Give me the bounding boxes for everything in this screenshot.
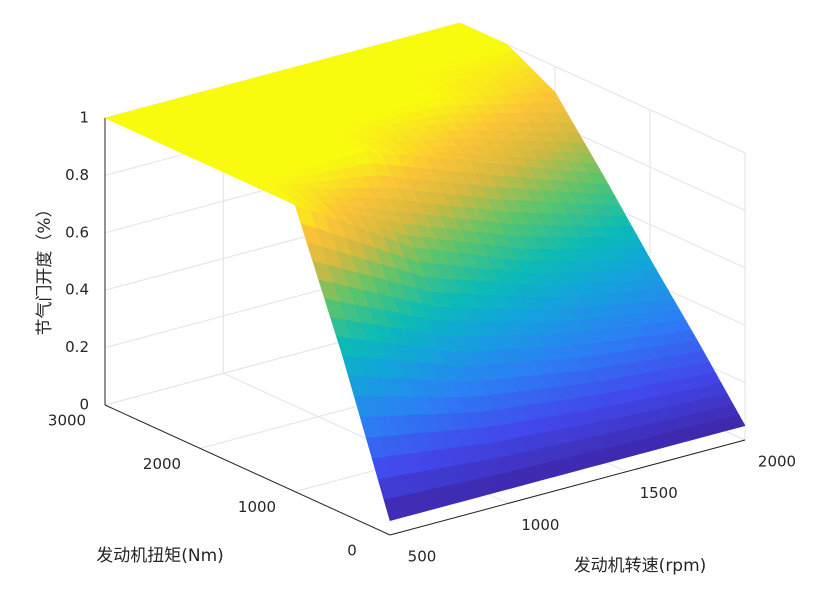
x-tick-label: 0 (347, 542, 357, 560)
z-axis-label: 节气门开度（%） (35, 200, 55, 335)
axis-line (389, 439, 746, 536)
y-axis-label: 发动机转速(rpm) (574, 556, 707, 576)
surface-patch (383, 496, 406, 522)
z-tick-label: 0 (79, 396, 89, 414)
axis-line (104, 404, 391, 536)
z-tick-label: 0.2 (65, 338, 89, 356)
z-tick-label: 0.6 (65, 223, 89, 241)
x-tick-label: 1000 (238, 498, 276, 516)
surface (104, 22, 746, 522)
y-tick-label: 1500 (640, 484, 678, 502)
axes: 0 0.2 0.4 0.6 0.8 1 0 1000 2000 3000 500 1000 1500 20… (48, 109, 796, 566)
y-tick-label: 500 (408, 548, 437, 566)
y-tick-label: 1000 (521, 516, 559, 534)
z-tick-label: 0.4 (65, 281, 89, 299)
y-tick-label: 2000 (758, 453, 796, 471)
x-tick-label: 2000 (143, 455, 181, 473)
z-tick-label: 1 (79, 109, 89, 127)
x-tick-label: 3000 (48, 412, 86, 430)
x-axis-label: 发动机扭矩(Nm) (96, 546, 224, 566)
z-tick-label: 0.8 (65, 166, 89, 184)
